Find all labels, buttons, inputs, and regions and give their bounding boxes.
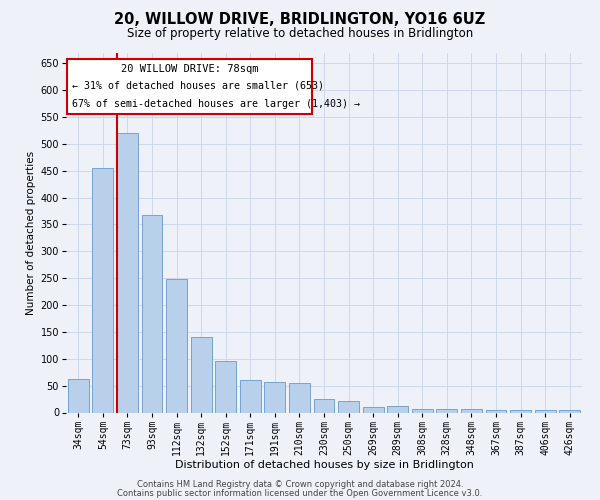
- Bar: [265, 382, 286, 412]
- Bar: [191, 338, 212, 412]
- Bar: [314, 399, 334, 412]
- Text: Contains public sector information licensed under the Open Government Licence v3: Contains public sector information licen…: [118, 488, 482, 498]
- Text: 67% of semi-detached houses are larger (1,403) →: 67% of semi-detached houses are larger (…: [73, 100, 361, 110]
- FancyBboxPatch shape: [67, 59, 312, 114]
- Bar: [535, 410, 556, 412]
- Bar: [412, 408, 433, 412]
- Bar: [559, 410, 580, 412]
- Bar: [117, 133, 138, 412]
- Text: ← 31% of detached houses are smaller (653): ← 31% of detached houses are smaller (65…: [73, 80, 325, 90]
- Bar: [240, 380, 261, 412]
- Bar: [166, 279, 187, 412]
- Bar: [436, 408, 457, 412]
- Bar: [92, 168, 113, 412]
- Text: Size of property relative to detached houses in Bridlington: Size of property relative to detached ho…: [127, 28, 473, 40]
- Bar: [485, 410, 506, 412]
- Bar: [387, 406, 408, 412]
- Bar: [510, 410, 531, 412]
- Text: Contains HM Land Registry data © Crown copyright and database right 2024.: Contains HM Land Registry data © Crown c…: [137, 480, 463, 489]
- Bar: [338, 400, 359, 412]
- Bar: [142, 215, 163, 412]
- Bar: [289, 383, 310, 412]
- X-axis label: Distribution of detached houses by size in Bridlington: Distribution of detached houses by size …: [175, 460, 473, 470]
- Bar: [68, 379, 89, 412]
- Text: 20, WILLOW DRIVE, BRIDLINGTON, YO16 6UZ: 20, WILLOW DRIVE, BRIDLINGTON, YO16 6UZ: [115, 12, 485, 28]
- Bar: [362, 406, 383, 412]
- Y-axis label: Number of detached properties: Number of detached properties: [26, 150, 36, 314]
- Bar: [461, 410, 482, 412]
- Bar: [215, 362, 236, 412]
- Text: 20 WILLOW DRIVE: 78sqm: 20 WILLOW DRIVE: 78sqm: [121, 64, 258, 74]
